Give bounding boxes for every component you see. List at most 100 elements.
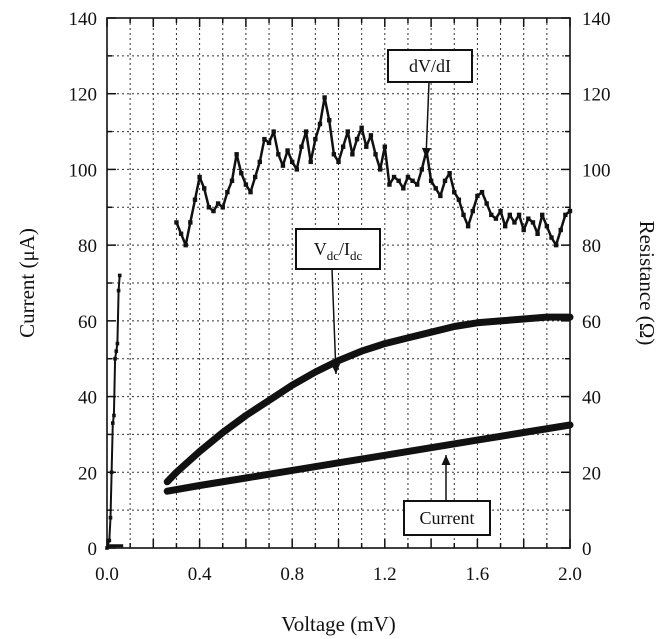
data-point-dv-di	[359, 125, 364, 130]
data-point-low-voltage-current	[116, 288, 121, 293]
data-point-dv-di	[461, 212, 466, 218]
vdc-idc-label-box	[295, 228, 381, 270]
annotations: Voltage (mV) Current (μA) Resistance (Ω)…	[15, 49, 657, 636]
data-point-dv-di	[271, 129, 276, 134]
arrow-line	[331, 268, 337, 375]
data-point-dv-di	[387, 182, 392, 187]
x-tick-label: 0.4	[188, 564, 212, 585]
data-point-low-voltage-current	[115, 341, 120, 346]
data-point-dv-di	[502, 224, 508, 229]
data-point-dv-di	[410, 178, 415, 183]
x-tick-label: 0.0	[95, 564, 119, 585]
data-point-dv-di	[294, 167, 300, 172]
data-point-dv-di	[558, 227, 563, 233]
data-point-dv-di	[229, 178, 235, 183]
data-point-dv-di	[396, 178, 401, 183]
annotation-arrows	[331, 81, 451, 501]
data-point-dv-di	[382, 144, 387, 149]
series-layer	[105, 95, 574, 550]
y-tick-label-right: 40	[582, 388, 601, 409]
data-point-low-voltage-current	[105, 546, 109, 550]
data-point-dv-di	[507, 212, 513, 218]
data-point-dv-di	[354, 136, 360, 142]
data-point-dv-di	[526, 216, 531, 221]
data-point-dv-di	[192, 197, 198, 202]
data-point-dv-di	[567, 208, 573, 214]
data-point-dv-di	[563, 212, 568, 218]
data-point-dv-di	[373, 152, 378, 157]
data-point-dv-di	[377, 167, 383, 172]
data-point-dv-di	[438, 193, 443, 199]
data-point-dv-di	[280, 163, 286, 168]
data-point-dv-di	[350, 152, 355, 157]
x-axis-title: Voltage (mV)	[281, 612, 396, 636]
data-point-dv-di	[405, 174, 411, 180]
y-tick-label-left: 40	[78, 388, 97, 409]
data-point-dv-di	[317, 121, 323, 127]
data-point-dv-di	[391, 174, 397, 180]
data-point-dv-di	[516, 212, 522, 218]
data-point-dv-di	[215, 201, 221, 206]
data-point-dv-di	[368, 133, 374, 138]
data-point-dv-di	[327, 118, 332, 123]
data-point-low-voltage-current	[109, 470, 114, 475]
data-point-dv-di	[225, 189, 230, 195]
data-point-dv-di	[364, 144, 369, 149]
data-point-dv-di	[313, 136, 318, 142]
data-point-dv-di	[174, 220, 179, 225]
arrow-head	[441, 455, 451, 465]
x-tick-label: 1.2	[373, 564, 397, 585]
data-point-dv-di	[442, 178, 448, 183]
data-point-dv-di	[512, 220, 517, 225]
data-point-dv-di	[197, 174, 202, 180]
data-point-dv-di	[456, 197, 462, 202]
data-point-dv-di	[419, 167, 425, 172]
y-tick-label-right: 60	[582, 312, 601, 333]
y-tick-label-left: 0	[88, 539, 98, 560]
data-point-dv-di	[202, 186, 207, 191]
y-tick-label-right: 20	[582, 463, 601, 484]
data-point-dv-di	[234, 152, 239, 157]
current-label-box	[403, 500, 491, 536]
series-low-voltage-current	[106, 275, 121, 549]
data-point-dv-di	[415, 182, 420, 187]
y-tick-label-left: 60	[78, 312, 97, 333]
y-tick-label-right: 80	[582, 236, 601, 257]
data-point-dv-di	[211, 208, 216, 214]
y-tick-label-left: 20	[78, 463, 97, 484]
y-tick-label-left: 140	[69, 9, 98, 30]
data-point-dv-di	[239, 171, 244, 176]
data-point-dv-di	[540, 212, 545, 218]
arrow-head	[421, 147, 431, 158]
series-vdc-idc	[163, 313, 574, 486]
y-axis-title-left: Current (μA)	[15, 228, 39, 338]
data-point-low-voltage-current	[107, 538, 112, 543]
data-point-dv-di	[549, 235, 554, 240]
data-point-dv-di	[243, 182, 249, 187]
data-point-dv-di	[345, 129, 350, 134]
x-tick-label: 1.6	[466, 564, 490, 585]
data-point-dv-di	[331, 152, 337, 157]
data-point-dv-di	[322, 95, 327, 100]
data-point-dv-di	[299, 144, 304, 149]
data-point-low-voltage-current	[114, 349, 119, 353]
data-point-dv-di	[433, 186, 438, 191]
data-point-dv-di	[544, 224, 550, 229]
x-tick-label: 0.8	[280, 564, 304, 585]
data-point-dv-di	[475, 193, 480, 199]
data-point-dv-di	[276, 152, 281, 157]
data-point-dv-di	[206, 205, 212, 210]
data-point-dv-di	[336, 159, 341, 165]
data-point-dv-di	[401, 186, 406, 191]
data-point-dv-di	[257, 159, 262, 165]
series-current	[163, 421, 574, 495]
data-point-dv-di	[428, 178, 434, 183]
vdc-sub-1: dc	[327, 248, 340, 263]
data-point-dv-di	[290, 159, 295, 165]
data-point-low-voltage-current	[113, 356, 117, 361]
data-point-dv-di	[484, 201, 489, 206]
data-point-dv-di	[521, 227, 526, 233]
data-point-dv-di	[178, 231, 184, 236]
y-axis-title-right: Resistance (Ω)	[635, 221, 657, 346]
